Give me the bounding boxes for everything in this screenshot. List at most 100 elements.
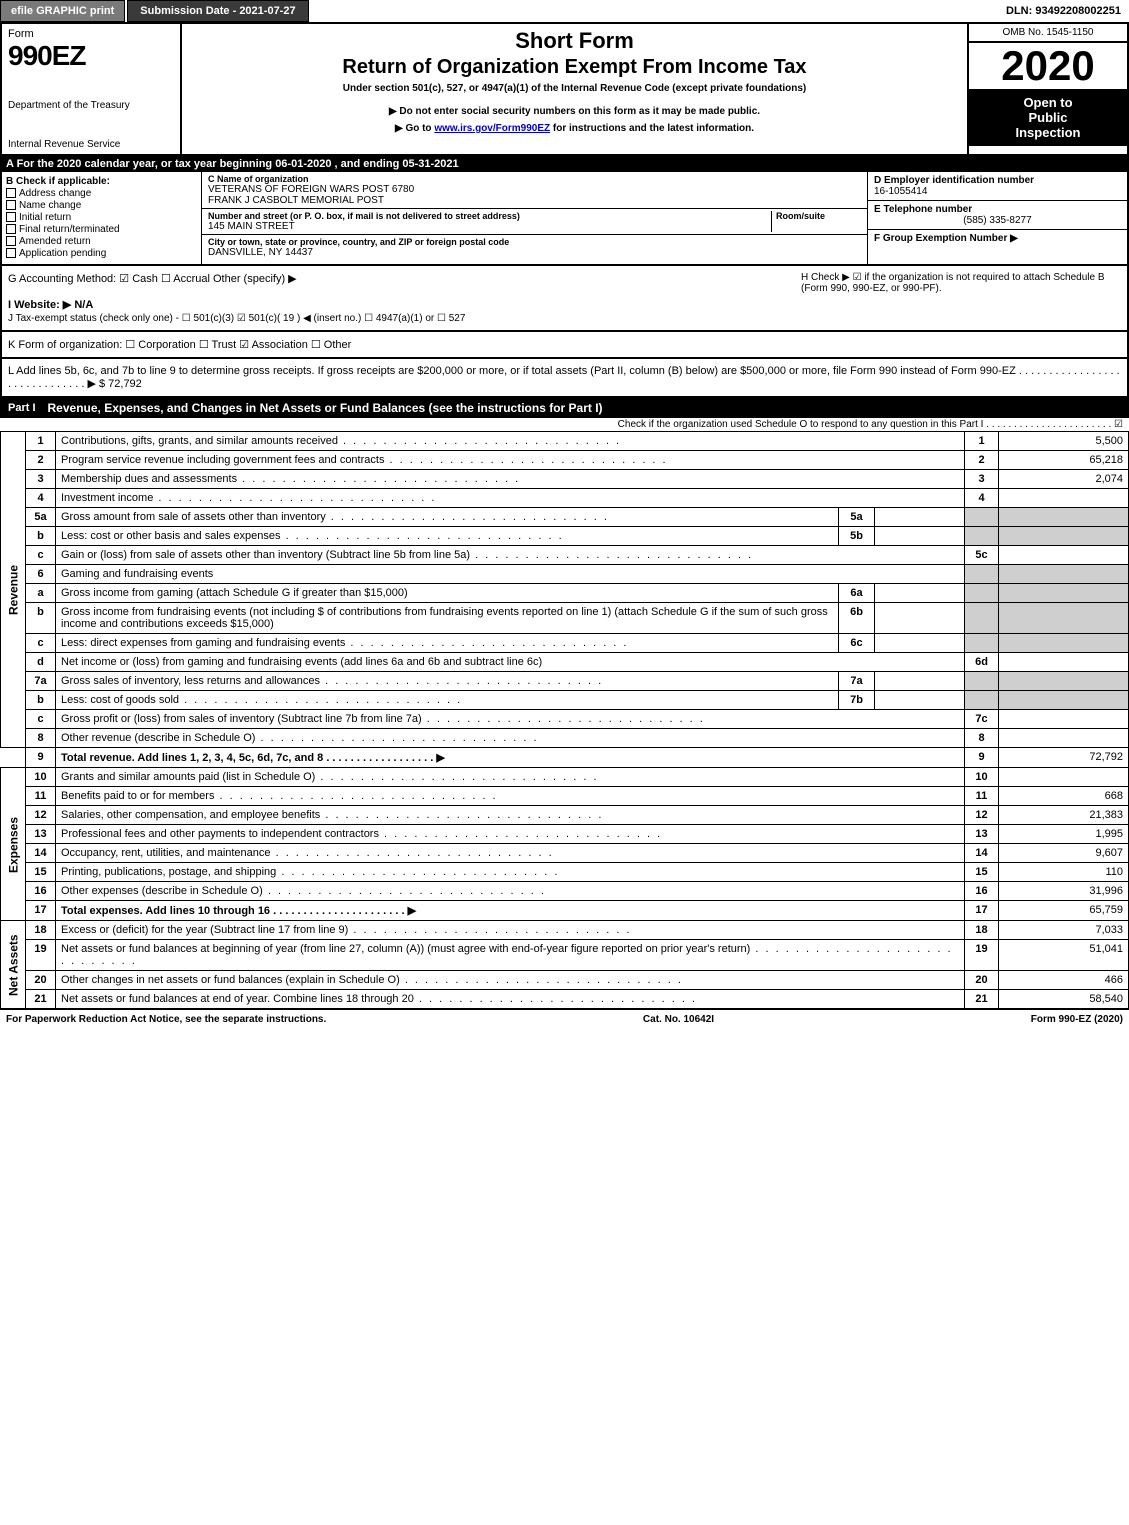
line-subnum: 5b xyxy=(839,527,875,546)
table-row: 2 Program service revenue including gove… xyxy=(1,451,1129,470)
line-val-shade xyxy=(999,603,1129,634)
table-row: b Gross income from fundraising events (… xyxy=(1,603,1129,634)
checkbox-initial-return[interactable]: Initial return xyxy=(6,212,197,223)
submission-date-badge: Submission Date - 2021-07-27 xyxy=(127,0,308,22)
line-rnum: 9 xyxy=(965,748,999,768)
org-name-1: VETERANS OF FOREIGN WARS POST 6780 xyxy=(208,184,861,195)
room-label: Room/suite xyxy=(776,211,861,221)
tel-value: (585) 335-8277 xyxy=(874,215,1121,226)
line-num: b xyxy=(26,691,56,710)
line-rnum-shade xyxy=(965,508,999,527)
table-row: Net Assets 18 Excess or (deficit) for th… xyxy=(1,921,1129,940)
line-rnum-shade xyxy=(965,672,999,691)
line-num: 15 xyxy=(26,863,56,882)
line-desc: Salaries, other compensation, and employ… xyxy=(56,806,965,825)
line-val-shade xyxy=(999,584,1129,603)
line-desc: Gain or (loss) from sale of assets other… xyxy=(56,546,965,565)
instructions-link[interactable]: www.irs.gov/Form990EZ xyxy=(434,123,550,134)
line-h-schedule-b: H Check ▶ ☑ if the organization is not r… xyxy=(801,272,1121,294)
line-desc: Benefits paid to or for members xyxy=(56,787,965,806)
line-desc: Gross sales of inventory, less returns a… xyxy=(56,672,839,691)
line-rnum: 20 xyxy=(965,971,999,990)
table-row: c Gross profit or (loss) from sales of i… xyxy=(1,710,1129,729)
table-row: 8 Other revenue (describe in Schedule O)… xyxy=(1,729,1129,748)
line-subnum: 6c xyxy=(839,634,875,653)
line-val xyxy=(999,768,1129,787)
line-rnum: 3 xyxy=(965,470,999,489)
efile-print-button[interactable]: efile GRAPHIC print xyxy=(0,0,125,22)
table-row: Expenses 10 Grants and similar amounts p… xyxy=(1,768,1129,787)
line-val xyxy=(999,653,1129,672)
netassets-vlabel: Net Assets xyxy=(1,921,26,1009)
line-k-form-of-organization: K Form of organization: ☐ Corporation ☐ … xyxy=(8,338,1121,351)
line-num: a xyxy=(26,584,56,603)
table-row: 16 Other expenses (describe in Schedule … xyxy=(1,882,1129,901)
form-title: Return of Organization Exempt From Incom… xyxy=(190,56,959,79)
line-num: b xyxy=(26,527,56,546)
group-exemption-row: F Group Exemption Number ▶ xyxy=(868,230,1127,247)
part-i-header: Part I Revenue, Expenses, and Changes in… xyxy=(0,398,1129,418)
line-num: 19 xyxy=(26,940,56,971)
table-row: 15 Printing, publications, postage, and … xyxy=(1,863,1129,882)
form-number: 990EZ xyxy=(8,40,174,72)
line-desc: Other changes in net assets or fund bala… xyxy=(56,971,965,990)
link-prefix: ▶ Go to xyxy=(395,123,434,134)
line-rnum: 15 xyxy=(965,863,999,882)
line-subval xyxy=(875,584,965,603)
inspect-line2: Public xyxy=(971,110,1125,125)
line-val: 9,607 xyxy=(999,844,1129,863)
addr-label: Number and street (or P. O. box, if mail… xyxy=(208,211,771,221)
table-row: 13 Professional fees and other payments … xyxy=(1,825,1129,844)
line-subnum: 6a xyxy=(839,584,875,603)
table-row: 9 Total revenue. Add lines 1, 2, 3, 4, 5… xyxy=(1,748,1129,768)
checkbox-application-pending[interactable]: Application pending xyxy=(6,248,197,259)
ein-row: D Employer identification number 16-1055… xyxy=(868,172,1127,201)
dln-label: DLN: 93492208002251 xyxy=(998,1,1129,21)
footer-cat-no: Cat. No. 10642I xyxy=(643,1014,714,1025)
line-rnum-shade xyxy=(965,565,999,584)
table-row: 17 Total expenses. Add lines 10 through … xyxy=(1,901,1129,921)
line-desc: Gross profit or (loss) from sales of inv… xyxy=(56,710,965,729)
line-desc: Net income or (loss) from gaming and fun… xyxy=(56,653,965,672)
table-row: 12 Salaries, other compensation, and emp… xyxy=(1,806,1129,825)
line-rnum-shade xyxy=(965,584,999,603)
line-desc: Gross income from fundraising events (no… xyxy=(56,603,839,634)
line-val-shade xyxy=(999,691,1129,710)
line-val: 65,218 xyxy=(999,451,1129,470)
line-rnum: 16 xyxy=(965,882,999,901)
checkbox-final-return[interactable]: Final return/terminated xyxy=(6,224,197,235)
ssn-warning: ▶ Do not enter social security numbers o… xyxy=(190,106,959,117)
table-row: 20 Other changes in net assets or fund b… xyxy=(1,971,1129,990)
omb-number: OMB No. 1545-1150 xyxy=(969,24,1127,43)
telephone-row: E Telephone number (585) 335-8277 xyxy=(868,201,1127,230)
line-desc: Net assets or fund balances at beginning… xyxy=(56,940,965,971)
line-rnum: 2 xyxy=(965,451,999,470)
line-desc: Professional fees and other payments to … xyxy=(56,825,965,844)
line-l-block: L Add lines 5b, 6c, and 7b to line 9 to … xyxy=(0,359,1129,398)
line-rnum: 18 xyxy=(965,921,999,940)
line-desc: Less: direct expenses from gaming and fu… xyxy=(56,634,839,653)
checkbox-address-change[interactable]: Address change xyxy=(6,188,197,199)
column-d-e-f: D Employer identification number 16-1055… xyxy=(867,172,1127,264)
line-i-website: I Website: ▶ N/A xyxy=(8,298,1121,311)
footer-form-ref: Form 990-EZ (2020) xyxy=(1031,1014,1123,1025)
line-num: 16 xyxy=(26,882,56,901)
line-num: c xyxy=(26,546,56,565)
line-desc: Gross amount from sale of assets other t… xyxy=(56,508,839,527)
line-val-shade xyxy=(999,565,1129,584)
inspect-line3: Inspection xyxy=(971,125,1125,140)
org-name-2: FRANK J CASBOLT MEMORIAL POST xyxy=(208,195,861,206)
line-val: 21,383 xyxy=(999,806,1129,825)
line-rnum-shade xyxy=(965,691,999,710)
line-num: 2 xyxy=(26,451,56,470)
line-desc: Excess or (deficit) for the year (Subtra… xyxy=(56,921,965,940)
line-desc: Contributions, gifts, grants, and simila… xyxy=(56,432,965,451)
form-label: Form xyxy=(8,28,174,40)
line-val: 72,792 xyxy=(999,748,1129,768)
checkbox-amended-return[interactable]: Amended return xyxy=(6,236,197,247)
table-row: 6 Gaming and fundraising events xyxy=(1,565,1129,584)
revenue-vlabel: Revenue xyxy=(1,432,26,748)
checkbox-name-change[interactable]: Name change xyxy=(6,200,197,211)
line-num: 5a xyxy=(26,508,56,527)
line-num: 14 xyxy=(26,844,56,863)
